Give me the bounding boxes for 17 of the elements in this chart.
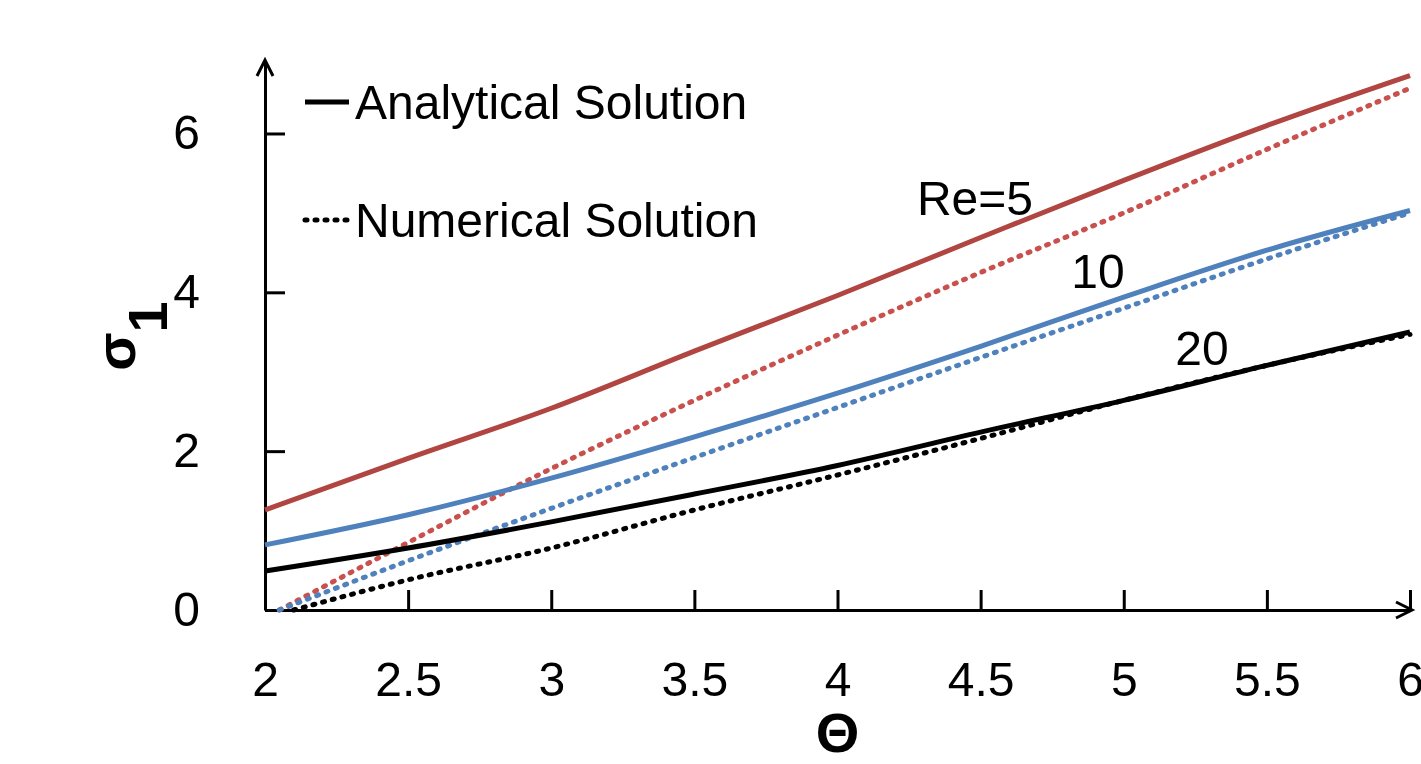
y-tick-label: 6 bbox=[173, 106, 200, 160]
x-tick-label: 6 bbox=[1397, 653, 1421, 707]
annotation: Re=5 bbox=[916, 172, 1034, 225]
y-tick-label: 0 bbox=[173, 582, 200, 636]
legend-label: Numerical Solution bbox=[355, 194, 758, 247]
x-tick-label: 3.5 bbox=[661, 653, 729, 707]
x-tick-label: 5 bbox=[1110, 653, 1138, 707]
x-tick-label: 4.5 bbox=[947, 653, 1015, 707]
annotation: 10 bbox=[1071, 245, 1125, 298]
y-tick-label: 4 bbox=[173, 265, 200, 319]
x-tick-label: 3 bbox=[538, 653, 566, 707]
legend-label: Analytical Solution bbox=[355, 76, 748, 129]
x-tick-label: 5.5 bbox=[1234, 653, 1301, 707]
x-tick-label: 2.5 bbox=[375, 653, 442, 707]
y-tick-label: 2 bbox=[173, 424, 200, 478]
x-tick-label: 2 bbox=[252, 653, 279, 707]
annotation: 20 bbox=[1175, 322, 1229, 375]
